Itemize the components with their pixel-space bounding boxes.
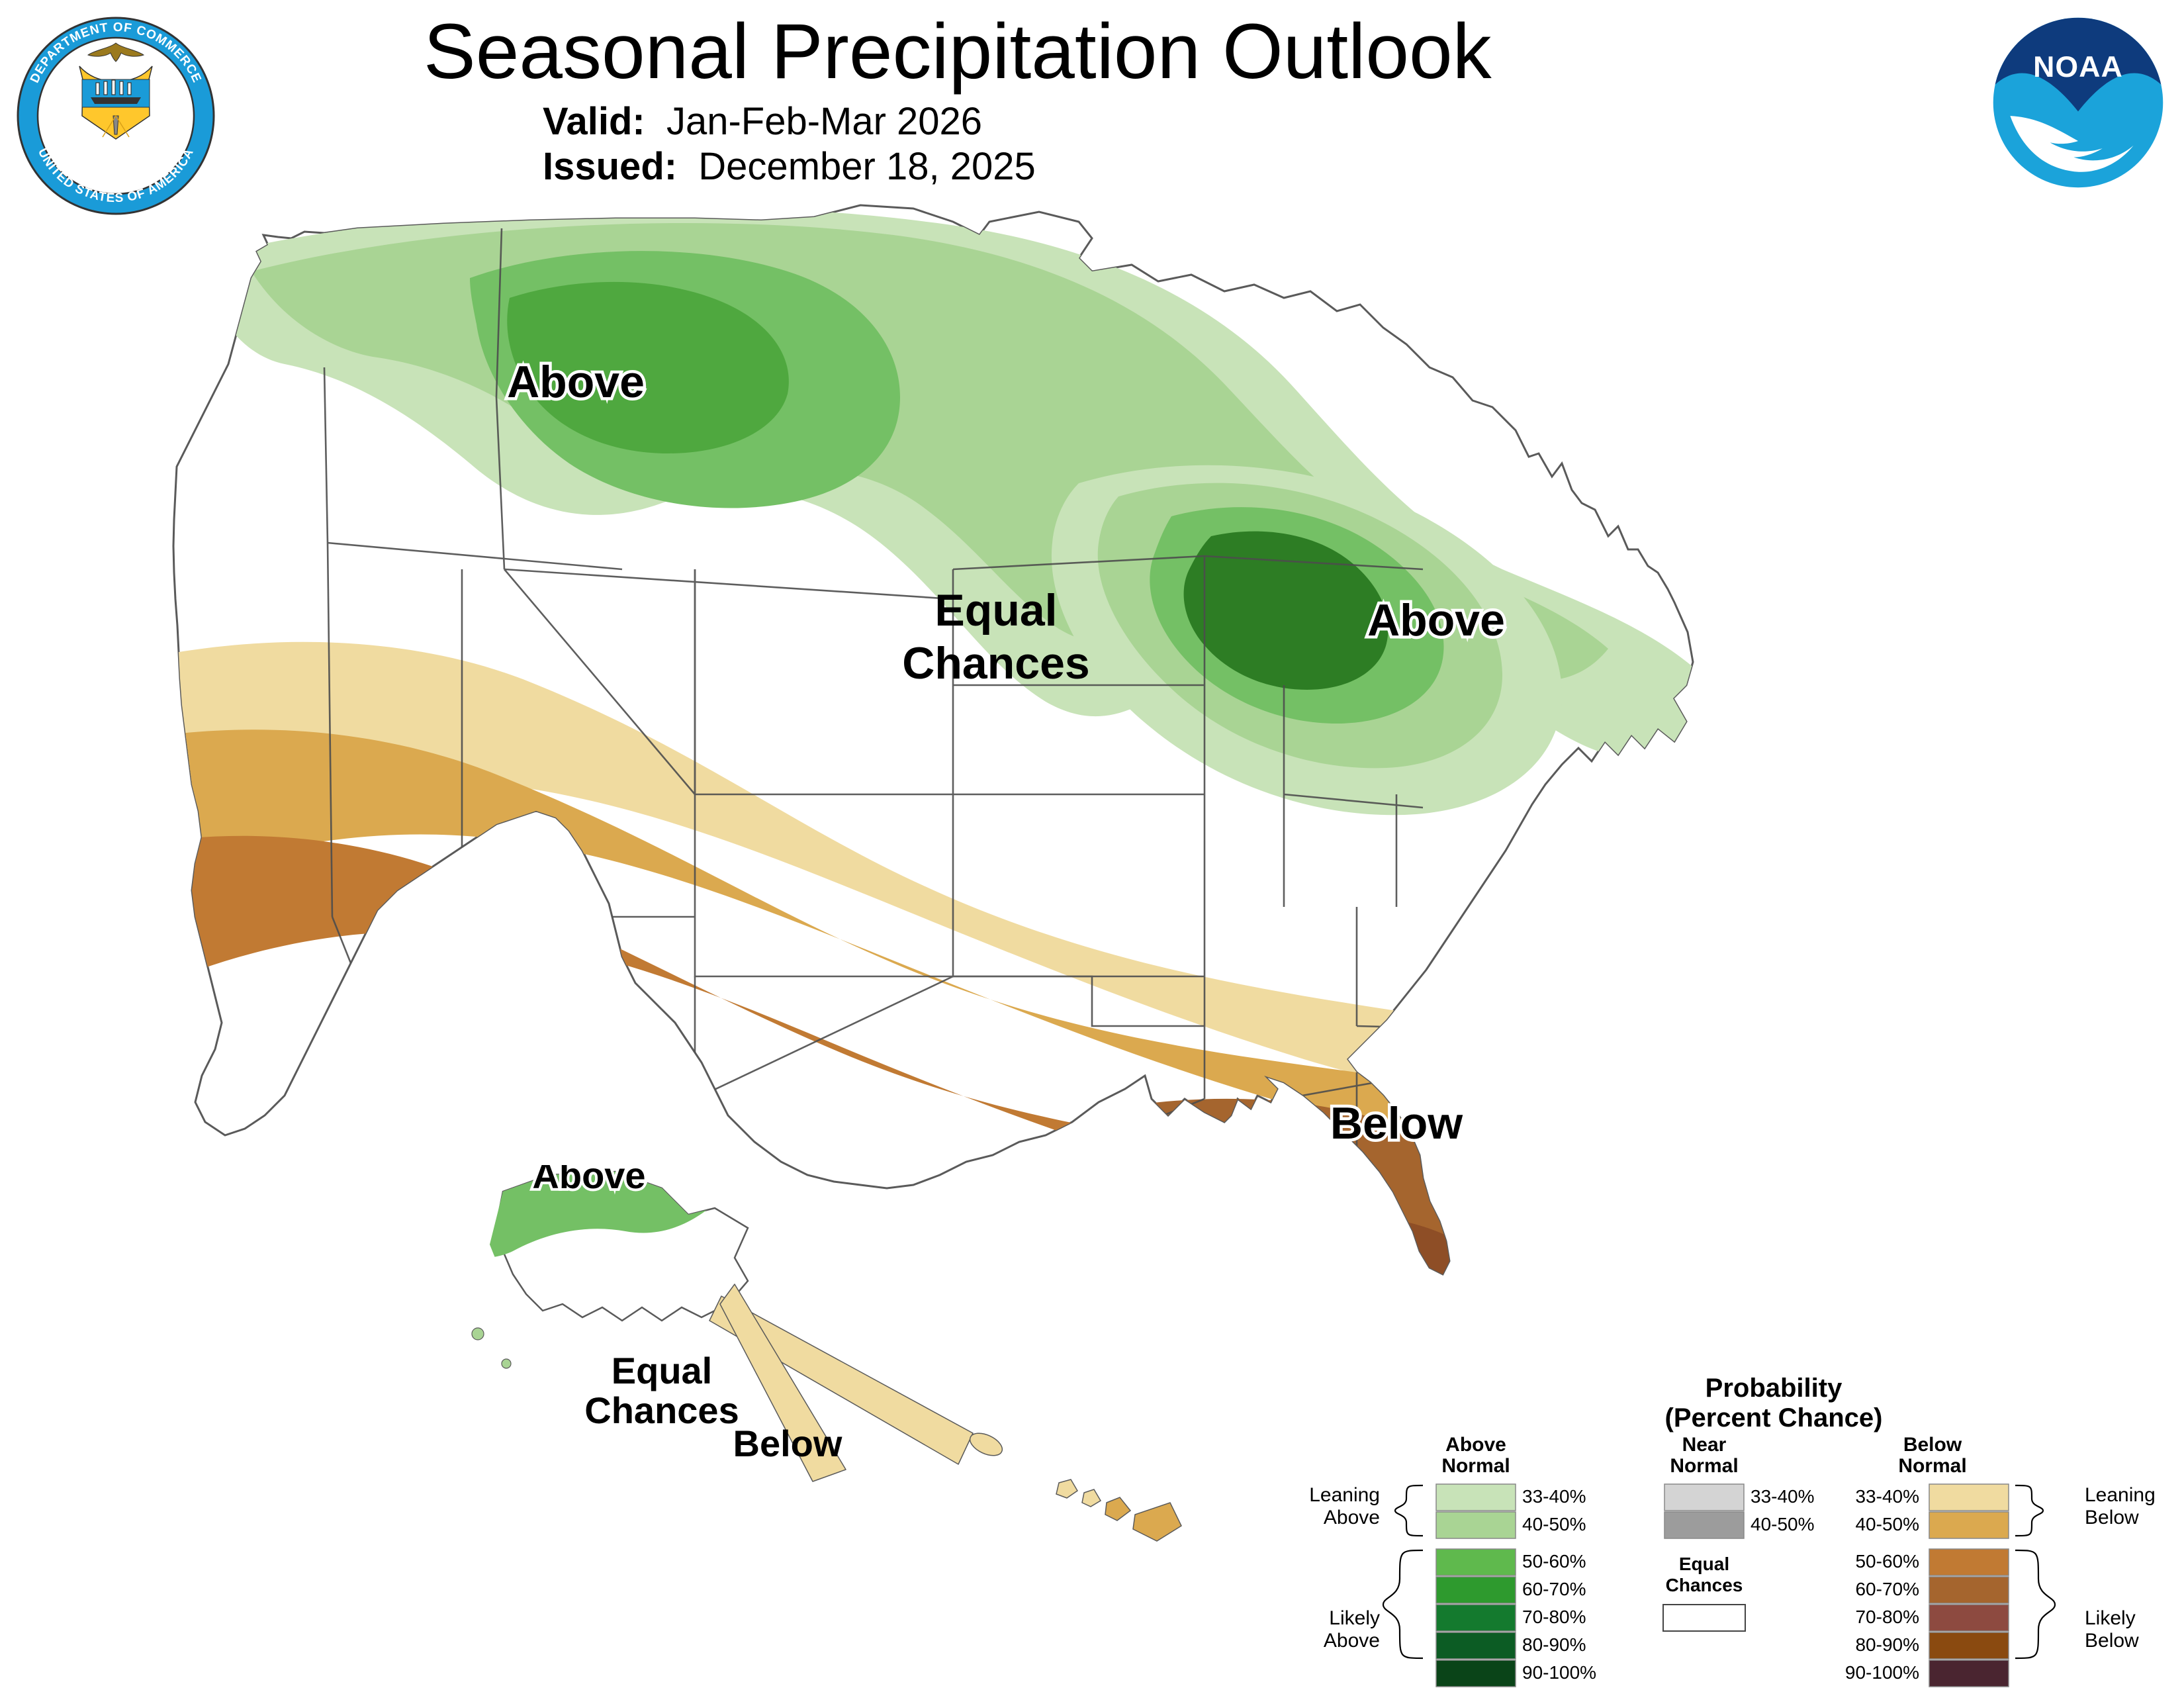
svg-text:Above: Above	[1324, 1507, 1380, 1528]
svg-text:Chances: Chances	[902, 638, 1089, 688]
svg-text:Chances: Chances	[1666, 1575, 1743, 1595]
svg-text:★: ★	[40, 113, 49, 124]
svg-text:Below: Below	[2085, 1507, 2139, 1528]
svg-text:Normal: Normal	[1670, 1455, 1738, 1477]
svg-text:Normal: Normal	[1898, 1455, 1966, 1477]
svg-text:70-80%: 70-80%	[1855, 1607, 1919, 1627]
svg-text:Below: Below	[1330, 1098, 1463, 1149]
svg-text:★: ★	[183, 113, 193, 124]
svg-text:Below: Below	[1903, 1436, 1962, 1456]
svg-text:70-80%: 70-80%	[1522, 1607, 1586, 1627]
svg-text:Above: Above	[1324, 1630, 1380, 1652]
svg-text:33-40%: 33-40%	[1751, 1486, 1815, 1507]
svg-text:Equal: Equal	[1679, 1554, 1729, 1574]
svg-text:50-60%: 50-60%	[1855, 1551, 1919, 1571]
svg-text:Near: Near	[1682, 1436, 1727, 1456]
svg-text:40-50%: 40-50%	[1522, 1514, 1586, 1534]
svg-text:90-100%: 90-100%	[1522, 1662, 1596, 1683]
svg-text:Above: Above	[1367, 595, 1505, 645]
svg-text:Likely: Likely	[1329, 1607, 1380, 1629]
svg-text:Equal: Equal	[612, 1350, 712, 1391]
svg-text:Below: Below	[733, 1423, 842, 1464]
svg-text:Leaning: Leaning	[1309, 1484, 1380, 1506]
svg-text:Chances: Chances	[584, 1389, 739, 1431]
svg-text:33-40%: 33-40%	[1522, 1486, 1586, 1507]
svg-text:50-60%: 50-60%	[1522, 1551, 1586, 1571]
svg-text:Equal: Equal	[934, 585, 1057, 635]
svg-text:Likely: Likely	[2085, 1607, 2136, 1629]
svg-text:90-100%: 90-100%	[1845, 1662, 1919, 1683]
svg-text:Above: Above	[507, 357, 645, 407]
svg-text:Above: Above	[1445, 1436, 1506, 1456]
svg-text:Below: Below	[2085, 1630, 2139, 1652]
svg-text:40-50%: 40-50%	[1751, 1514, 1815, 1534]
svg-text:60-70%: 60-70%	[1855, 1579, 1919, 1599]
svg-text:33-40%: 33-40%	[1855, 1486, 1919, 1507]
svg-text:80-90%: 80-90%	[1855, 1634, 1919, 1655]
svg-text:NOAA: NOAA	[2033, 51, 2123, 83]
svg-text:Normal: Normal	[1441, 1455, 1510, 1477]
svg-text:Leaning: Leaning	[2085, 1484, 2156, 1506]
svg-text:60-70%: 60-70%	[1522, 1579, 1586, 1599]
svg-text:80-90%: 80-90%	[1522, 1634, 1586, 1655]
svg-text:40-50%: 40-50%	[1855, 1514, 1919, 1534]
